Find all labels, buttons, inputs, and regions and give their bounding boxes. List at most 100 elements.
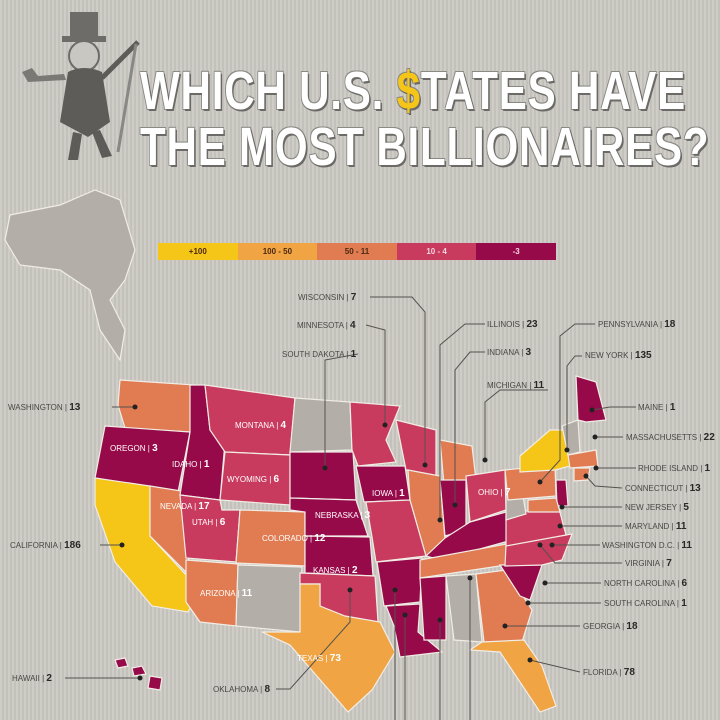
leader-line [276, 590, 351, 690]
legend: +100 100 - 50 50 - 11 10 - 4 -3 [158, 243, 556, 260]
label-california: CALIFORNIA | 186 [10, 540, 81, 551]
label-oregon: OREGON | 3 [110, 443, 158, 454]
label-billionaire-count: 11 [534, 380, 545, 391]
state-arizona[interactable] [185, 559, 239, 627]
state-dot [525, 600, 531, 606]
label-billionaire-count: 1 [351, 349, 357, 360]
state-north-dakota[interactable] [289, 397, 353, 453]
label-billionaire-count: 17 [198, 501, 210, 512]
label-billionaire-count: 22 [704, 432, 716, 443]
state-dot [132, 404, 138, 410]
label-billionaire-count: 18 [626, 621, 638, 632]
label-state-name: SOUTH DAKOTA | [282, 350, 351, 359]
label-arizona: ARIZONA | 11 [200, 588, 253, 599]
state-maryland[interactable] [527, 497, 561, 513]
state-dot [559, 504, 565, 510]
label-state-name: OHIO | [478, 488, 505, 497]
monopoly-man-icon [22, 12, 140, 160]
state-arkansas[interactable] [376, 557, 423, 607]
label-maine: MAINE | 1 [638, 402, 676, 413]
leader-line [539, 323, 595, 483]
label-state-name: MASSACHUSETTS | [626, 433, 704, 442]
label-texas: TEXAS | 73 [297, 653, 341, 664]
leader-lines [65, 296, 636, 720]
label-illinois: ILLINOIS | 23 [487, 319, 538, 330]
label-state-name: WASHINGTON D.C. | [602, 541, 681, 550]
state-washington[interactable] [117, 379, 196, 433]
leader-line [591, 406, 636, 411]
label-wisconsin: WISCONSIN | 7 [298, 292, 357, 303]
state-alaska[interactable] [4, 189, 136, 362]
label-billionaire-count: 3 [365, 510, 371, 521]
state-dot [437, 517, 443, 523]
label-state-name: WISCONSIN | [298, 293, 351, 302]
label-montana: MONTANA | 4 [235, 420, 287, 431]
legend-item-10-4: 10 - 4 [396, 243, 477, 260]
state-mississippi[interactable] [419, 575, 447, 641]
label-state-name: GEORGIA | [583, 622, 626, 631]
label-billionaire-count: 13 [690, 483, 702, 494]
label-state-name: MINNESOTA | [297, 321, 350, 330]
label-idaho: IDAHO | 1 [172, 459, 210, 470]
state-new-york[interactable] [519, 429, 571, 473]
label-billionaire-count: 78 [624, 667, 636, 678]
label-washington: WASHINGTON | 13 [8, 402, 81, 413]
title-text: WHICH U.S. [140, 61, 397, 121]
label-state-name: CALIFORNIA | [10, 541, 64, 550]
label-state-name: ARIZONA | [200, 589, 242, 598]
state-new-jersey[interactable] [555, 479, 569, 507]
label-billionaire-count: 6 [220, 517, 226, 528]
state-dot [422, 462, 428, 468]
state-texas[interactable] [261, 583, 396, 713]
state-louisiana[interactable] [385, 603, 444, 658]
label-virginia: VIRGINIA | 7 [625, 558, 672, 569]
leader-line [454, 351, 485, 505]
state-dot [437, 617, 443, 623]
title-line-2: THE MOST BILLIONAIRES? [140, 117, 710, 177]
label-state-name: PENNSYLVANIA | [598, 320, 664, 329]
label-billionaire-count: 135 [635, 350, 652, 361]
label-nevada: NEVADA | 17 [160, 501, 210, 512]
state-dot [392, 587, 398, 593]
legend-item-100-50: 100 - 50 [237, 243, 318, 260]
leader-line [324, 353, 359, 468]
state-dot [402, 612, 408, 618]
label-maryland: MARYLAND | 11 [625, 521, 687, 532]
label-new-york: NEW YORK | 135 [585, 350, 652, 361]
label-billionaire-count: 6 [682, 578, 688, 589]
state-south-dakota[interactable] [289, 451, 357, 501]
label-utah: UTAH | 6 [192, 517, 226, 528]
state-minnesota[interactable] [349, 401, 401, 467]
state-florida[interactable] [468, 639, 557, 713]
label-billionaire-count: 1 [399, 488, 405, 499]
label-state-name: OREGON | [110, 444, 152, 453]
label-kansas: KANSAS | 2 [313, 565, 358, 576]
label-state-name: IOWA | [372, 489, 399, 498]
label-billionaire-count: 18 [664, 319, 676, 330]
label-washington-d-c: WASHINGTON D.C. | 11 [602, 540, 692, 551]
label-billionaire-count: 7 [505, 487, 511, 498]
leader-line [365, 324, 386, 425]
label-billionaire-count: 11 [242, 588, 253, 599]
label-billionaire-count: 5 [683, 502, 689, 513]
state-maine[interactable] [575, 375, 607, 423]
legend-item-100-plus: +100 [158, 243, 238, 260]
state-dot [322, 465, 328, 471]
label-state-name: UTAH | [192, 518, 220, 527]
label-billionaire-count: 73 [330, 653, 342, 664]
label-connecticut: CONNECTICUT | 13 [625, 483, 701, 494]
label-billionaire-count: 3 [526, 347, 532, 358]
label-state-name: INDIANA | [487, 348, 526, 357]
label-north-carolina: NORTH CAROLINA | 6 [604, 578, 688, 589]
state-missouri[interactable] [365, 499, 427, 563]
leader-line [585, 475, 623, 489]
outer-labels: WISCONSIN | 7 MINNESOTA | 4 SOUTH DAKOTA |… [8, 292, 715, 695]
state-hawaii[interactable] [114, 657, 163, 691]
label-wyoming: WYOMING | 6 [227, 474, 280, 485]
state-massachusetts[interactable] [567, 449, 599, 469]
state-dot [119, 542, 125, 548]
state-dot [549, 542, 555, 548]
label-billionaire-count: 1 [681, 598, 687, 609]
label-billionaire-count: 2 [46, 673, 52, 684]
label-billionaire-count: 1 [670, 402, 676, 413]
